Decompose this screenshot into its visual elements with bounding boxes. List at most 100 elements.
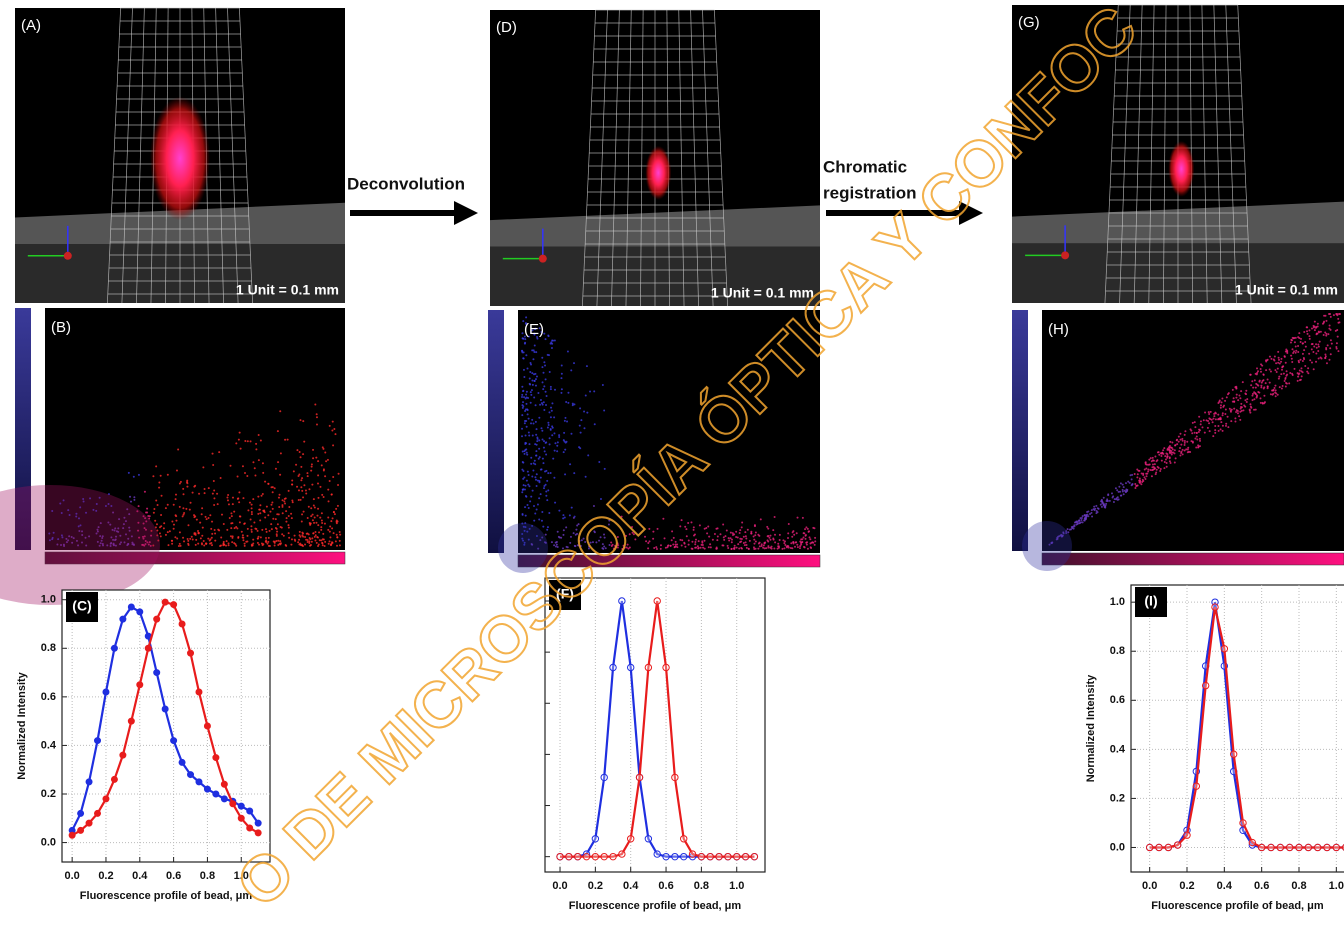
scatter-dot [221,513,224,516]
scatter-dot [800,542,803,545]
scatter-dot [1312,324,1315,327]
scatter-dot [1266,378,1269,381]
scatter-dot [798,547,801,550]
data-point [85,819,93,827]
scatter-dot [1317,350,1320,353]
scatter-dot [166,531,169,534]
scatter-dot [80,541,83,544]
scatter-dot [218,451,221,454]
scatter-dot [1291,372,1294,375]
scatter-dot [603,467,606,470]
scatter-dot [1116,496,1119,499]
scatter-dot [164,507,167,510]
scatter-dot [804,534,807,537]
scatter-dot [257,433,260,436]
scatter-dot [799,545,802,548]
scatter-dot [540,519,543,522]
scatter-dot [1151,459,1154,462]
scatter-dot [104,504,107,507]
scatter-dot [1274,395,1277,398]
render-panel: (D)1 Unit = 0.1 mm [490,9,820,307]
scatter-dot [310,469,313,472]
scatter-dot [1222,405,1225,408]
scatter-dot [691,547,694,550]
scatter-dot [766,525,769,528]
scatter-dot [701,543,704,546]
scatter-dot [1317,330,1320,333]
scatter-dot [791,535,794,538]
scatter-dot [1234,420,1237,423]
scatter-dot [81,533,84,536]
data-point [212,754,220,762]
scatter-dot [320,528,323,531]
scatter-dot [331,420,334,423]
scatter-dot [523,541,526,544]
scatter-dot [239,447,242,450]
scatter-dot [551,434,554,437]
scatter-dot [182,487,185,490]
scatter-dot [324,475,327,478]
scatter-dot [1072,525,1075,528]
scatter-dot [627,547,630,550]
scatter-dot [1224,408,1227,411]
scatter-dot [297,498,300,501]
scatter-dot [308,488,311,491]
scatter-dot [579,407,582,410]
scatter-dot [231,535,234,538]
scatter-dot [1186,448,1189,451]
scatter-dot [1067,531,1070,534]
scatter-dot [549,388,552,391]
scatter-dot [535,433,538,436]
scatter-dot [541,403,544,406]
scatter-dot [198,492,201,495]
scatter-dot [1238,415,1241,418]
scatter-dot [235,442,238,445]
scatter-dot [101,542,104,545]
scatter-dot [571,404,574,407]
scatter-dot [1225,422,1228,425]
scatter-dot [197,532,200,535]
scatter-dot [550,541,553,544]
scatter-dot [793,545,796,548]
scatter-dot [279,543,282,546]
scatter-dot [68,535,71,538]
scatter-dot [1179,454,1182,457]
scatter-dot [149,544,152,547]
data-point [229,800,237,808]
scatter-dot [107,493,110,496]
scatter-dot [241,534,244,537]
scatter-dot [279,473,282,476]
scatter-dot [1284,361,1287,364]
scatter-dot [1322,334,1325,337]
scatter-dot [316,514,319,517]
data-point [187,771,195,779]
scatter-dot [1300,367,1303,370]
scatter-dot [100,539,103,542]
scatter-dot [334,540,337,543]
scatter-dot [535,508,538,511]
scatter-dot [157,539,160,542]
scatter-dot [530,393,533,396]
data-point [94,809,102,817]
scatter-dot [1327,333,1330,336]
scatter-dot [1332,314,1335,317]
data-point [77,826,85,834]
scatter-dot [531,475,534,478]
scatter-dot [315,423,318,426]
scatter-dot [213,497,216,500]
data-point [127,717,135,725]
scatter-dot [1280,373,1283,376]
scatter-dot [1121,488,1124,491]
scatter-dot [584,394,587,397]
data-point [750,852,759,861]
scatter-dot [548,443,551,446]
scatter-dot [336,536,339,539]
scatter-dot [1300,375,1303,378]
scatter-dot [778,539,781,542]
scatter-dot [739,529,742,532]
scatter-dot [174,498,177,501]
scatter-dot [183,540,186,543]
scatter-dot [124,533,127,536]
scatter-dot [1147,468,1150,471]
scatter-dot [539,493,542,496]
